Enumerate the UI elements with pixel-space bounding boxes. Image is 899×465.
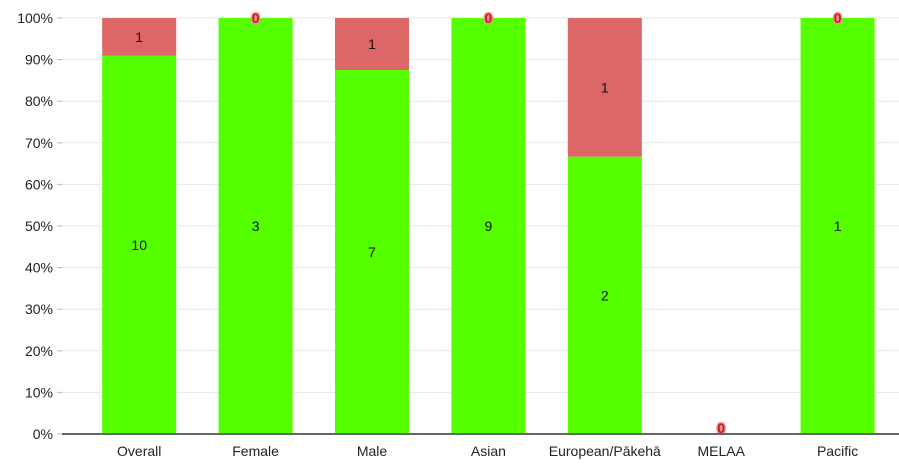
data-label: 1 bbox=[368, 36, 376, 52]
bar-segment bbox=[102, 18, 177, 56]
y-tick-label: 80% bbox=[25, 93, 53, 109]
bar-segment bbox=[218, 18, 293, 434]
y-tick-label: 100% bbox=[17, 10, 53, 26]
bar-segment bbox=[102, 55, 177, 435]
y-tick-label: 60% bbox=[25, 176, 53, 192]
y-tick-label: 0% bbox=[33, 426, 53, 442]
data-label: 7 bbox=[368, 244, 376, 260]
bar-segment bbox=[800, 18, 875, 434]
x-category-label: Female bbox=[232, 443, 279, 459]
bar-segment bbox=[335, 70, 409, 434]
x-category-label: Pacific bbox=[817, 443, 858, 459]
data-label: 1 bbox=[135, 29, 143, 45]
data-label: 10 bbox=[131, 237, 147, 253]
x-axis-category-labels: Overall Female Male Asian European/Pākehā MEL… bbox=[117, 443, 858, 459]
data-label: 2 bbox=[601, 287, 609, 303]
y-tick-label: 30% bbox=[25, 301, 53, 317]
y-tick-label: 90% bbox=[25, 52, 53, 68]
zero-data-label: 0 bbox=[485, 10, 493, 26]
zero-data-label: 0 bbox=[834, 10, 842, 26]
data-label: 1 bbox=[601, 79, 609, 95]
x-category-label: Male bbox=[357, 443, 388, 459]
y-tick-label: 10% bbox=[25, 384, 53, 400]
x-category-label: Asian bbox=[471, 443, 506, 459]
bars bbox=[102, 18, 875, 435]
data-label: 9 bbox=[485, 218, 493, 234]
zero-data-label: 0 bbox=[717, 420, 725, 436]
y-tick-label: 40% bbox=[25, 260, 53, 276]
y-axis-tick-labels: 0% 10% 20% 30% 40% 50% 60% 70% 80% 90% 100% bbox=[17, 10, 53, 442]
y-tick-label: 20% bbox=[25, 343, 53, 359]
y-tick-label: 50% bbox=[25, 218, 53, 234]
bar-segment bbox=[567, 18, 642, 157]
x-category-label: European/Pākehā bbox=[549, 443, 661, 459]
data-label: 3 bbox=[252, 218, 260, 234]
data-label: 1 bbox=[834, 218, 842, 234]
zero-data-label: 0 bbox=[252, 10, 260, 26]
x-category-label: MELAA bbox=[697, 443, 745, 459]
bar-segment bbox=[567, 156, 642, 434]
y-tick-label: 70% bbox=[25, 135, 53, 151]
bar-segment bbox=[451, 18, 526, 434]
x-category-label: Overall bbox=[117, 443, 161, 459]
bar-segment bbox=[335, 18, 409, 70]
